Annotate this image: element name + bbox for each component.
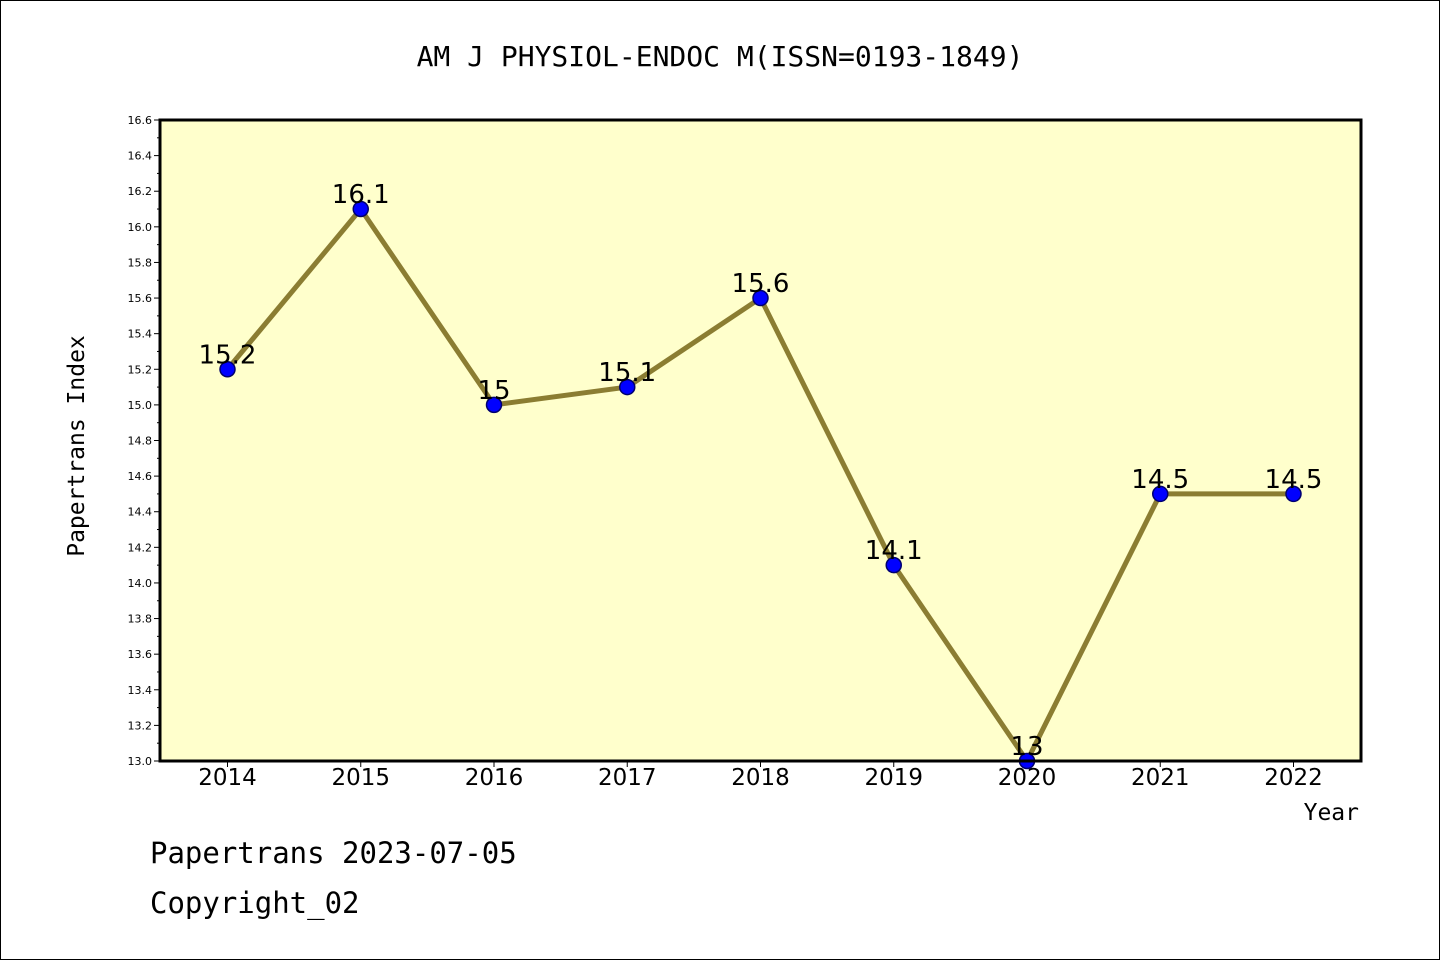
data-label: 14.5 xyxy=(1131,465,1189,495)
y-tick-label: 15.4 xyxy=(128,328,153,341)
data-point xyxy=(1285,485,1302,503)
x-tick-label: 2016 xyxy=(465,765,524,791)
y-tick-label: 14.8 xyxy=(128,435,153,448)
y-tick-label: 16.6 xyxy=(128,114,153,127)
y-tick-label: 15.0 xyxy=(128,399,153,412)
y-tick-label: 14.4 xyxy=(128,506,153,519)
y-tick-label: 14.6 xyxy=(128,470,153,483)
x-tick-label: 2017 xyxy=(598,765,657,791)
y-tick-label: 15.6 xyxy=(128,292,153,305)
y-tick-label: 13.6 xyxy=(128,648,153,661)
x-axis-label: Year xyxy=(1304,800,1359,826)
y-axis: 13.0 13.2 13.4 13.6 13.8 14.0 14.2 14.4 14.6 14.8… xyxy=(128,114,160,768)
chart-title: AM J PHYSIOL-ENDOC M(ISSN=0193-1849) xyxy=(417,40,1024,73)
plot-border xyxy=(158,118,1363,763)
y-tick-label: 14.2 xyxy=(128,541,153,554)
data-point xyxy=(885,556,902,574)
data-point xyxy=(219,361,236,378)
y-tick-label: 13.4 xyxy=(128,684,153,697)
y-tick-label: 16.2 xyxy=(128,185,153,198)
y-tick-label: 16.4 xyxy=(128,150,153,163)
footer-copyright: Copyright_02 xyxy=(150,886,360,920)
data-labels: 15.2 16.1 15 15.1 15.6 14.1 13 14.5 14.5 xyxy=(199,180,1323,762)
x-tick-label: 2019 xyxy=(864,765,923,791)
y-tick-label: 14.0 xyxy=(128,577,153,590)
x-tick-label: 2018 xyxy=(731,765,790,791)
data-label: 15.1 xyxy=(598,358,656,388)
y-tick-label: 13.2 xyxy=(128,719,153,732)
y-tick-label: 13.8 xyxy=(128,613,153,626)
data-label: 14.1 xyxy=(865,536,923,566)
data-point xyxy=(485,396,503,414)
x-tick-label: 2014 xyxy=(198,765,257,791)
footer-date: Papertrans 2023-07-05 xyxy=(150,836,517,870)
y-tick-label: 16.0 xyxy=(128,221,153,234)
x-tick-label: 2022 xyxy=(1264,765,1323,791)
data-point xyxy=(752,289,769,307)
data-label: 15.2 xyxy=(199,340,257,370)
x-axis: 2014 2015 2016 2017 2018 2019 2020 2021 2022 xyxy=(198,761,1323,791)
plot-area xyxy=(160,120,1361,761)
data-label: 15.6 xyxy=(732,269,790,299)
data-label: 14.5 xyxy=(1265,465,1323,495)
y-axis-label: Papertrans Index xyxy=(64,335,90,557)
y-tick-label: 15.2 xyxy=(128,363,153,376)
data-point xyxy=(619,378,636,396)
data-point xyxy=(1152,485,1169,503)
x-tick-label: 2020 xyxy=(998,765,1057,791)
y-tick-label: 13.0 xyxy=(128,755,153,768)
data-label: 15 xyxy=(477,376,510,406)
data-point xyxy=(352,200,369,218)
x-tick-label: 2021 xyxy=(1131,765,1190,791)
y-tick-label: 15.8 xyxy=(128,256,153,269)
x-tick-label: 2015 xyxy=(331,765,390,791)
data-label: 13 xyxy=(1010,732,1043,762)
data-label: 16.1 xyxy=(332,180,390,210)
